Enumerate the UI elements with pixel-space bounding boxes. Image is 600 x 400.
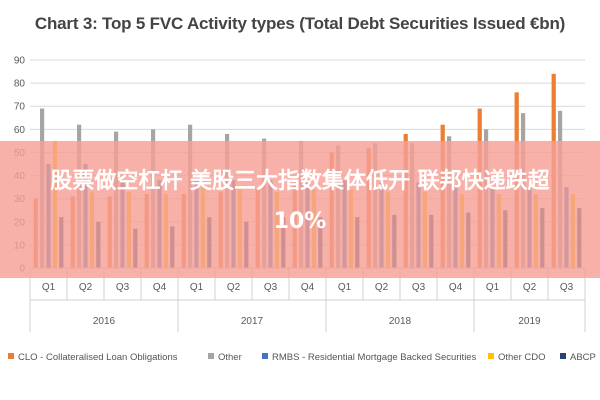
x-group-label: 2019 <box>518 316 541 327</box>
x-tick-label: Q4 <box>153 282 167 293</box>
legend-item: Other <box>208 352 242 363</box>
x-tick-label: Q2 <box>79 282 93 293</box>
x-tick-label: Q4 <box>301 282 315 293</box>
x-tick-label: Q2 <box>375 282 389 293</box>
x-tick-label: Q3 <box>412 282 426 293</box>
chart-title: Chart 3: Top 5 FVC Activity types (Total… <box>34 14 566 33</box>
x-group-label: 2017 <box>241 316 264 327</box>
overlay-banner <box>0 141 600 278</box>
overlay-headline-line2: 10% <box>273 209 327 234</box>
x-tick-label: Q2 <box>227 282 241 293</box>
x-tick-label: Q1 <box>190 282 204 293</box>
x-tick-label: Q4 <box>449 282 463 293</box>
legend-swatch <box>488 353 494 359</box>
x-tick-label: Q1 <box>338 282 352 293</box>
x-tick-label: Q2 <box>523 282 537 293</box>
x-group-label: 2018 <box>389 316 412 327</box>
legend-swatch <box>560 353 566 359</box>
y-tick-label: 90 <box>14 56 26 67</box>
x-tick-label: Q3 <box>116 282 130 293</box>
legend-label: Other CDO <box>498 352 546 363</box>
legend-swatch <box>208 353 214 359</box>
x-group-label: 2016 <box>93 316 116 327</box>
y-tick-label: 60 <box>14 125 26 136</box>
legend-label: ABCP <box>570 352 596 363</box>
x-tick-label: Q3 <box>264 282 278 293</box>
legend-swatch <box>262 353 268 359</box>
legend-item: ABCP <box>560 352 596 363</box>
legend-label: CLO - Collateralised Loan Obligations <box>18 352 178 363</box>
legend-item: CLO - Collateralised Loan Obligations <box>8 352 177 363</box>
y-tick-label: 70 <box>14 102 26 113</box>
overlay-headline[interactable]: 股票做空杠杆 美股三大指数集体低开 联邦快递跌超 10% <box>0 162 600 242</box>
legend-swatch <box>8 353 14 359</box>
legend-item: Other CDO <box>488 352 546 363</box>
y-tick-label: 80 <box>14 79 26 90</box>
chart-legend: CLO - Collateralised Loan Obligations Oth… <box>8 352 598 366</box>
x-tick-label: Q1 <box>42 282 56 293</box>
x-tick-label: Q3 <box>560 282 574 293</box>
x-tick-label: Q1 <box>486 282 500 293</box>
overlay-headline-line1: 股票做空杠杆 美股三大指数集体低开 联邦快递跌超 <box>50 169 550 194</box>
legend-label: Other <box>218 352 242 363</box>
legend-label: RMBS - Residential Mortgage Backed Secur… <box>272 352 477 363</box>
legend-item: RMBS - Residential Mortgage Backed Secur… <box>262 352 476 363</box>
